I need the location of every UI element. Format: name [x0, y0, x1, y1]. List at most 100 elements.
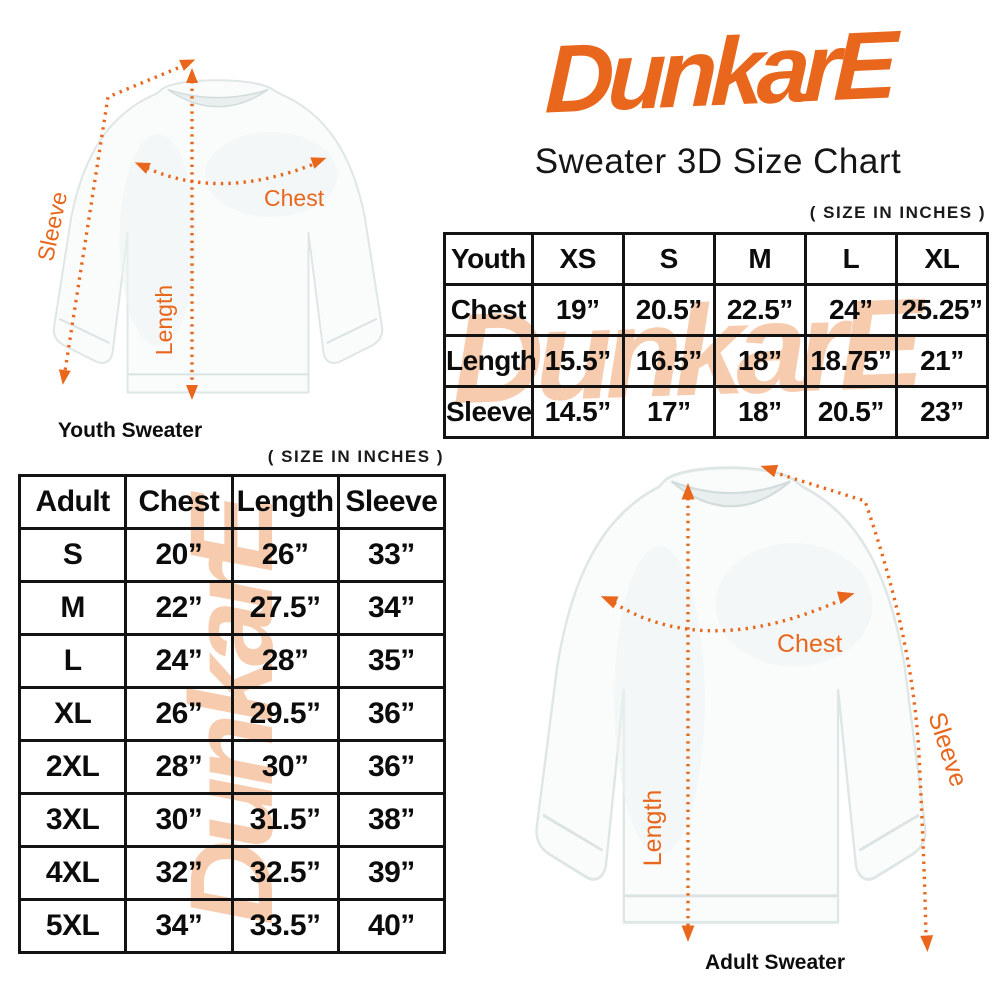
- header-row: Youth XS S M L XL: [443, 232, 990, 286]
- size-cell: 18”: [712, 334, 807, 388]
- sleeve-measure-label: Sleeve: [922, 709, 972, 790]
- length-measure-label: Length: [639, 790, 667, 866]
- row-header: 3XL: [17, 792, 128, 848]
- youth-sweater-art: [52, 79, 384, 394]
- table-row: L 24” 28” 35”: [17, 633, 447, 689]
- size-cell: 26”: [230, 527, 340, 583]
- sleeve-arrow-down: [58, 369, 71, 385]
- table-row: 3XL 30” 31.5” 38”: [17, 792, 447, 848]
- size-cell: 34”: [336, 580, 447, 636]
- size-cell: 30”: [230, 739, 340, 795]
- sleeve-arrow-up: [760, 464, 779, 478]
- size-cell: 18”: [712, 385, 807, 439]
- column-header: Youth: [443, 232, 534, 286]
- units-note-youth: ( SIZE IN INCHES ): [809, 203, 986, 222]
- table-row: Sleeve 14.5” 17” 18” 20.5” 23”: [443, 385, 990, 439]
- column-header: XL: [894, 232, 990, 286]
- size-cell: 21”: [894, 334, 990, 388]
- column-header: M: [712, 232, 807, 286]
- size-cell: 33.5”: [230, 898, 340, 954]
- row-header: 4XL: [17, 845, 128, 901]
- table-row: 2XL 28” 30” 36”: [17, 739, 447, 795]
- size-cell: 20.5”: [803, 385, 898, 439]
- brand-logo: DunkarE: [543, 11, 893, 134]
- length-measure-label: Length: [151, 285, 177, 355]
- table-row: S 20” 26” 33”: [17, 527, 447, 583]
- sleeve-measure-line: [63, 63, 186, 372]
- length-arrow-up: [186, 68, 198, 83]
- table-row: M 22” 27.5” 34”: [17, 580, 447, 636]
- size-cell: 39”: [336, 845, 447, 901]
- chest-measure-line: [613, 598, 842, 633]
- size-cell: 20.5”: [621, 283, 716, 337]
- length-arrow-up: [681, 483, 695, 500]
- column-header: Length: [230, 474, 340, 530]
- chest-arrow-left: [600, 596, 619, 609]
- size-cell: 22.5”: [712, 283, 807, 337]
- chest-measure-label: Chest: [264, 185, 325, 211]
- size-cell: 14.5”: [530, 385, 625, 439]
- size-cell: 18.75”: [803, 334, 898, 388]
- size-cell: 38”: [336, 792, 447, 848]
- size-cell: 19”: [530, 283, 625, 337]
- size-cell: 29.5”: [230, 686, 340, 742]
- chest-measure-label: Chest: [777, 630, 842, 658]
- sleeve-arrow-down: [920, 935, 934, 952]
- size-cell: 17”: [621, 385, 716, 439]
- size-cell: 27.5”: [230, 580, 340, 636]
- column-header: L: [803, 232, 898, 286]
- size-cell: 23”: [894, 385, 990, 439]
- adult-size-table: Adult Chest Length Sleeve S 20” 26” 33” M 22” 27.5…: [17, 474, 447, 954]
- column-header: XS: [530, 232, 625, 286]
- page-title: Sweater 3D Size Chart: [534, 142, 902, 181]
- youth-size-table: Youth XS S M L XL Chest 19” 20.5” 22.5” 24” 25.25” L…: [443, 232, 990, 439]
- size-cell: 36”: [336, 686, 447, 742]
- size-cell: 35”: [336, 633, 447, 689]
- size-cell: 32.5”: [230, 845, 340, 901]
- row-header: Length: [443, 334, 537, 388]
- header-row: Adult Chest Length Sleeve: [17, 474, 447, 530]
- size-cell: 28”: [230, 633, 340, 689]
- chest-arrow-left: [134, 162, 151, 174]
- column-header: Adult: [17, 474, 128, 530]
- row-header: M: [17, 580, 128, 636]
- size-cell: 16.5”: [621, 334, 716, 388]
- size-cell: 28”: [124, 739, 234, 795]
- size-cell: 36”: [336, 739, 447, 795]
- row-header: XL: [17, 686, 128, 742]
- chest-arrow-right: [310, 157, 327, 169]
- size-cell: 15.5”: [530, 334, 625, 388]
- column-header: S: [621, 232, 716, 286]
- column-header: Chest: [124, 474, 234, 530]
- size-cell: 25.25”: [894, 283, 990, 337]
- table-row: Length 15.5” 16.5” 18” 18.75” 21”: [443, 334, 990, 388]
- units-note-adult: ( SIZE IN INCHES ): [267, 447, 444, 466]
- table-row: 5XL 34” 33.5” 40”: [17, 898, 447, 954]
- table-row: 4XL 32” 32.5” 39”: [17, 845, 447, 901]
- youth-sweater-figure: Sleeve Length Chest: [32, 59, 384, 400]
- size-cell: 30”: [124, 792, 234, 848]
- size-cell: 26”: [124, 686, 234, 742]
- size-cell: 24”: [124, 633, 234, 689]
- row-header: 5XL: [17, 898, 128, 954]
- row-header: 2XL: [17, 739, 128, 795]
- row-header: L: [17, 633, 128, 689]
- sleeve-measure-line: [772, 470, 928, 937]
- row-header: Chest: [443, 283, 534, 337]
- chest-arrow-right: [836, 591, 855, 605]
- column-header: Sleeve: [336, 474, 447, 530]
- size-cell: 22”: [124, 580, 234, 636]
- sleeve-arrow-up: [179, 59, 196, 71]
- row-header: Sleeve: [443, 385, 534, 439]
- length-arrow-down: [681, 925, 695, 942]
- table-row: Chest 19” 20.5” 22.5” 24” 25.25”: [443, 283, 990, 337]
- row-header: S: [17, 527, 128, 583]
- adult-sweater-figure: Sleeve Length Chest: [534, 464, 973, 952]
- brand-header: DunkarE Sweater 3D Size Chart: [438, 0, 998, 182]
- youth-figure-caption: Youth Sweater: [57, 419, 203, 442]
- adult-figure-caption: Adult Sweater: [704, 951, 846, 974]
- table-row: XL 26” 29.5” 36”: [17, 686, 447, 742]
- size-cell: 33”: [336, 527, 447, 583]
- length-arrow-down: [186, 385, 198, 400]
